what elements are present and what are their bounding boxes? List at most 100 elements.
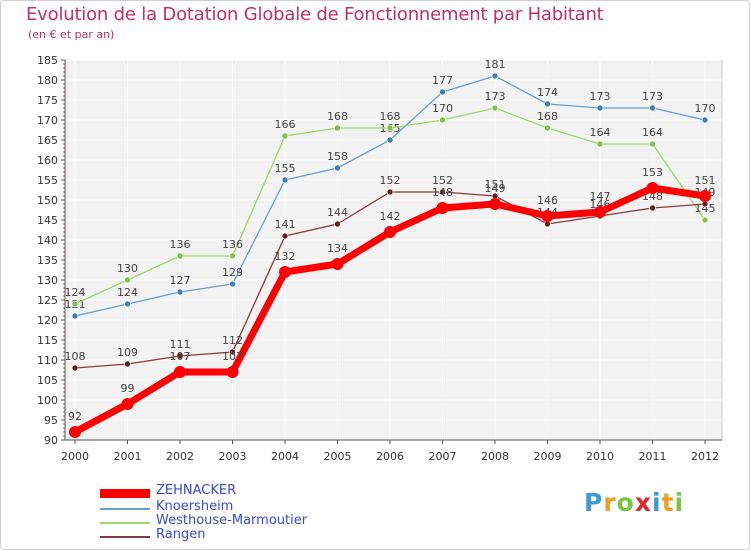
data-point-westhouse-marmoutier: [229, 252, 236, 260]
data-point-rangen: [386, 188, 394, 196]
logo-letter: i: [652, 488, 662, 517]
data-point-knoersheim: [124, 300, 131, 308]
data-point-zehnacker: [436, 202, 449, 214]
data-label-westhouse-marmoutier: 168: [537, 110, 558, 123]
chart-title: Evolution de la Dotation Globale de Fonc…: [26, 4, 604, 25]
data-label-knoersheim: 129: [222, 266, 243, 279]
y-tick-label: 110: [37, 354, 58, 367]
data-label-westhouse-marmoutier: 168: [327, 110, 348, 123]
data-label-rangen: 152: [432, 174, 453, 187]
data-point-westhouse-marmoutier: [439, 116, 446, 124]
logo-letter: o: [616, 488, 635, 517]
legend-item-rangen: Rangen: [100, 527, 340, 545]
data-label-rangen: 108: [65, 350, 86, 363]
data-label-westhouse-marmoutier: 170: [432, 102, 453, 115]
legend-swatch: [100, 536, 150, 538]
data-point-zehnacker: [121, 398, 134, 410]
data-point-knoersheim: [281, 176, 289, 184]
data-label-knoersheim: 181: [485, 58, 506, 71]
data-label-rangen: 109: [117, 346, 138, 359]
data-point-rangen: [439, 188, 446, 196]
data-label-zehnacker: 99: [121, 382, 135, 395]
data-point-westhouse-marmoutier: [701, 216, 709, 224]
data-point-rangen: [71, 364, 79, 372]
data-point-westhouse-marmoutier: [649, 140, 656, 148]
x-tick-label: 2004: [271, 450, 299, 463]
data-label-westhouse-marmoutier: 136: [170, 238, 191, 251]
y-tick-label: 155: [37, 174, 58, 187]
legend-item-zehnacker: ZEHNACKER: [100, 483, 340, 501]
x-tick-label: 2003: [219, 450, 247, 463]
data-label-westhouse-marmoutier: 166: [275, 118, 296, 131]
data-label-zehnacker: 146: [537, 194, 558, 207]
data-label-westhouse-marmoutier: 124: [65, 286, 86, 299]
data-point-knoersheim: [491, 72, 499, 80]
x-tick-label: 2007: [429, 450, 457, 463]
data-label-rangen: 141: [275, 218, 296, 231]
data-point-rangen: [124, 360, 131, 368]
data-label-westhouse-marmoutier: 164: [590, 126, 611, 139]
data-label-westhouse-marmoutier: 130: [117, 262, 138, 275]
x-tick-label: 2002: [166, 450, 194, 463]
data-label-zehnacker: 132: [275, 250, 296, 263]
data-point-zehnacker: [646, 182, 659, 194]
data-point-westhouse-marmoutier: [124, 276, 131, 284]
data-point-westhouse-marmoutier: [334, 124, 341, 132]
data-label-westhouse-marmoutier: 173: [485, 90, 506, 103]
data-label-zehnacker: 134: [327, 242, 348, 255]
data-label-rangen: 111: [170, 338, 191, 351]
data-point-westhouse-marmoutier: [71, 300, 79, 308]
data-label-knoersheim: 173: [590, 90, 611, 103]
y-tick-label: 90: [44, 434, 58, 447]
proxiti-logo: Proxiti: [584, 488, 684, 517]
data-label-knoersheim: 174: [537, 86, 558, 99]
data-point-knoersheim: [71, 312, 79, 320]
data-point-rangen: [281, 232, 289, 240]
data-label-zehnacker: 148: [432, 186, 453, 199]
data-label-rangen: 152: [380, 174, 401, 187]
data-point-knoersheim: [386, 136, 394, 144]
data-point-zehnacker: [384, 226, 396, 238]
data-label-westhouse-marmoutier: 145: [695, 202, 716, 215]
data-label-westhouse-marmoutier: 136: [222, 238, 243, 251]
data-point-knoersheim: [439, 88, 446, 96]
legend-item-westhouse-marmoutier: Westhouse-Marmoutier: [100, 513, 340, 531]
data-label-zehnacker: 142: [380, 210, 401, 223]
y-tick-label: 105: [37, 374, 58, 387]
data-point-zehnacker: [489, 198, 501, 210]
data-point-zehnacker: [331, 258, 344, 270]
x-tick-label: 2011: [639, 450, 667, 463]
x-tick-label: 2012: [691, 450, 719, 463]
y-tick-label: 95: [44, 414, 58, 427]
data-point-knoersheim: [701, 116, 709, 124]
logo-letter: x: [634, 488, 652, 517]
y-tick-label: 130: [37, 274, 58, 287]
data-label-zehnacker: 107: [222, 350, 243, 363]
data-label-knoersheim: 170: [695, 102, 716, 115]
y-tick-label: 170: [37, 114, 58, 127]
data-point-rangen: [229, 348, 236, 356]
data-point-rangen: [176, 352, 184, 360]
data-label-rangen: 112: [222, 334, 243, 347]
legend-swatch: [100, 508, 150, 510]
data-point-rangen: [649, 204, 656, 212]
y-tick-label: 100: [37, 394, 58, 407]
y-tick-label: 175: [37, 94, 58, 107]
legend-label: ZEHNACKER: [156, 483, 237, 498]
data-point-zehnacker: [594, 206, 606, 218]
data-label-knoersheim: 173: [642, 90, 663, 103]
x-tick-label: 2000: [61, 450, 89, 463]
x-tick-label: 2006: [376, 450, 404, 463]
data-label-knoersheim: 124: [117, 286, 138, 299]
data-point-knoersheim: [649, 104, 656, 112]
data-point-zehnacker: [69, 426, 81, 438]
legend-label: Westhouse-Marmoutier: [156, 513, 308, 528]
data-label-knoersheim: 177: [432, 74, 453, 87]
data-label-knoersheim: 155: [275, 162, 296, 175]
data-point-knoersheim: [544, 100, 551, 108]
data-point-rangen: [334, 220, 341, 228]
logo-letter: P: [584, 488, 604, 517]
data-point-knoersheim: [176, 288, 184, 296]
legend-item-knoersheim: Knoersheim: [100, 499, 340, 517]
